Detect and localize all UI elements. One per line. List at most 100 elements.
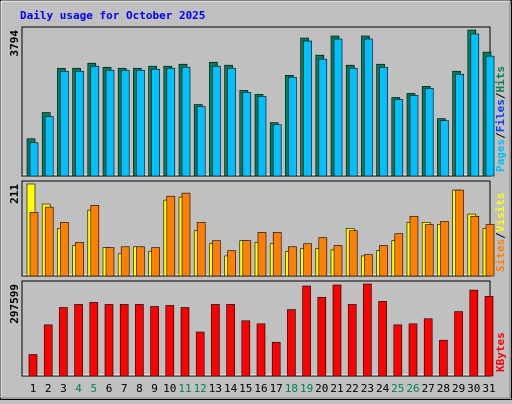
bar [439,339,448,377]
bar [347,304,357,377]
bar [104,304,114,377]
bar [423,318,433,377]
bar [348,67,358,177]
bar [470,215,480,277]
x-tick-label: 2 [45,382,52,395]
bar [303,243,312,277]
bar [455,73,464,177]
bar [424,88,434,177]
bar [196,222,206,277]
bar [151,247,160,277]
legend: KBytes [494,332,507,372]
bar [75,242,84,277]
bar [469,289,479,377]
bar [90,205,100,277]
x-tick-label: 20 [315,382,328,395]
bar [242,92,252,177]
bar [454,311,463,377]
bar [211,304,220,377]
bar [394,233,404,277]
bar [272,232,282,277]
bar [136,69,145,177]
x-tick-label: 23 [361,382,374,395]
bar [180,307,190,377]
bar [60,70,69,177]
bar [212,240,221,277]
y-tick-label: 297599 [8,284,21,324]
bar [440,120,449,177]
x-tick-label: 9 [151,382,158,395]
bar [409,215,419,277]
bar [242,240,252,277]
x-tick-label: 12 [194,382,207,395]
bar [74,304,83,377]
bar [272,124,282,177]
bar [227,250,236,277]
bar [166,67,176,177]
x-tick-label: 13 [209,382,222,395]
x-tick-label: 8 [136,382,143,395]
legend-entry: Files [494,99,507,132]
x-tick-label: 4 [75,382,82,395]
legend-separator: / [494,232,507,239]
x-tick-label: 16 [254,382,267,395]
bar [485,224,495,277]
bar [227,67,236,177]
bar [181,66,191,177]
legend-separator: / [494,132,507,139]
x-tick-label: 19 [300,382,313,395]
x-tick-label: 21 [330,382,343,395]
bar [318,237,328,277]
bar [135,304,144,377]
bar [120,246,130,277]
bar [484,295,494,377]
bar [379,66,388,177]
bar [90,65,100,177]
bar [89,302,99,377]
bar [348,230,358,277]
bar [363,283,372,377]
legend-entry: Hits [494,66,507,93]
x-tick-label: 22 [346,382,359,395]
bar [470,33,480,177]
legend: Pages/Files/Hits [494,66,507,172]
bar [302,285,311,377]
bar [29,212,39,277]
bar [43,324,53,377]
bar [332,284,342,377]
x-tick-label: 14 [224,382,238,395]
bar [150,306,159,377]
bar [120,69,130,177]
bar [196,106,206,177]
bar [440,221,449,277]
bar [212,65,221,177]
x-tick-label: 11 [178,382,191,395]
bar [364,38,373,177]
legend-separator: / [494,92,507,99]
bar [44,116,54,177]
x-tick-label: 1 [30,382,37,395]
bar [226,304,235,377]
x-tick-label: 5 [90,382,97,395]
bar [60,222,69,277]
bar [364,254,373,277]
bar [256,323,266,377]
bar [151,68,160,177]
bar [105,247,115,277]
bar [288,76,297,177]
x-tick-label: 26 [406,382,419,395]
bar [333,245,343,277]
x-tick-label: 30 [467,382,480,395]
bar [455,189,464,277]
bar [165,305,175,377]
bar [181,192,191,277]
bar [317,296,327,377]
bar [44,206,54,277]
x-tick-label: 7 [121,382,128,395]
bar [303,40,312,177]
bar [288,246,297,277]
x-tick-label: 27 [422,382,435,395]
bar [333,38,343,177]
